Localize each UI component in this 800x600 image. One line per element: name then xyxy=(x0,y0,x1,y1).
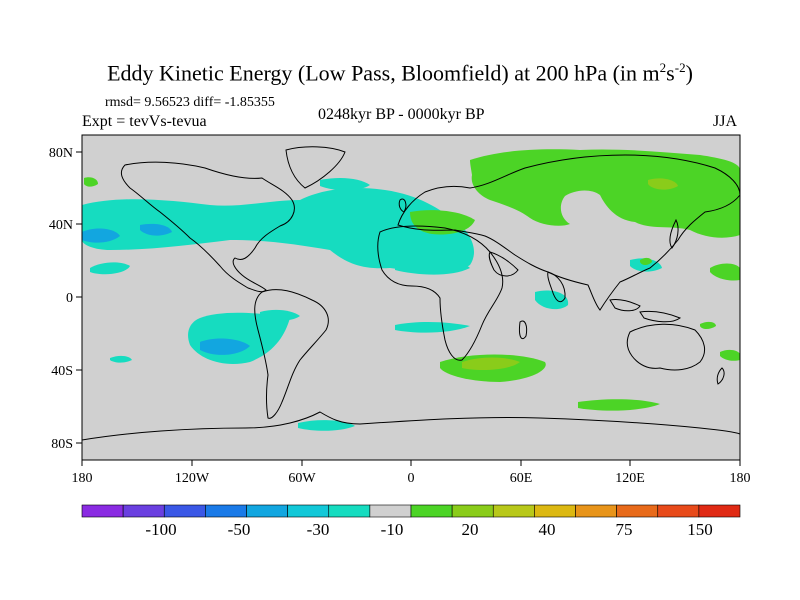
lat-label-80n: 80N xyxy=(49,146,73,161)
map-plot xyxy=(82,135,740,460)
lon-label-60e: 60E xyxy=(510,471,533,486)
colorbar-swatch xyxy=(287,504,330,518)
latitude-labels: 80N 40N 0 40S 80S xyxy=(49,146,73,452)
colorbar-swatch xyxy=(534,504,576,518)
colorbar-label: 150 xyxy=(687,520,713,539)
lat-label-80s: 80S xyxy=(51,437,73,452)
colorbar-swatch xyxy=(328,504,371,518)
colorbar-swatch xyxy=(410,504,453,518)
colorbar-label: 75 xyxy=(616,520,633,539)
experiment-label: Expt = tevVs-tevua xyxy=(82,113,207,130)
lat-label-40s: 40S xyxy=(51,364,73,379)
colorbar-label: 40 xyxy=(539,520,556,539)
colorbar-swatch xyxy=(369,504,412,518)
colorbar-swatch xyxy=(205,504,247,518)
chart-title: Eddy Kinetic Energy (Low Pass, Bloomfiel… xyxy=(107,60,693,86)
lon-label-60w: 60W xyxy=(288,471,316,486)
longitude-labels: 180 120W 60W 0 60E 120E 180 xyxy=(72,471,751,486)
colorbar-swatch xyxy=(163,504,206,518)
colorbar-swatch xyxy=(451,504,494,518)
colorbar-swatch xyxy=(575,504,617,518)
lon-label-0: 0 xyxy=(408,471,415,486)
colorbar-swatch xyxy=(616,504,659,518)
colorbar-labels: -100 -50 -30 -10 20 40 75 150 xyxy=(145,520,712,539)
colorbar-label: -10 xyxy=(381,520,404,539)
season-label: JJA xyxy=(713,113,738,130)
lat-label-40n: 40N xyxy=(49,218,73,233)
colorbar-label: 20 xyxy=(462,520,479,539)
colorbar-swatch xyxy=(246,504,288,518)
colorbar-swatch xyxy=(492,504,535,518)
colorbar-label: -30 xyxy=(307,520,330,539)
lon-label-180w: 180 xyxy=(72,471,93,486)
lon-label-120w: 120W xyxy=(175,471,210,486)
colorbar-swatch xyxy=(81,504,124,518)
lat-label-0: 0 xyxy=(66,291,73,306)
stats-text: rmsd= 9.56523 diff= -1.85355 xyxy=(105,95,275,110)
coastlines xyxy=(82,146,740,460)
colorbar-label: -50 xyxy=(228,520,251,539)
colorbar-swatch xyxy=(698,504,741,518)
colorbar-swatch xyxy=(122,504,165,518)
colorbar-label: -100 xyxy=(145,520,176,539)
period-label: 0248kyr BP - 0000kyr BP xyxy=(318,106,485,123)
lon-label-180e: 180 xyxy=(730,471,751,486)
axis-ticks xyxy=(76,151,741,466)
colorbar xyxy=(81,504,741,518)
colorbar-swatch xyxy=(657,504,700,518)
lon-label-120e: 120E xyxy=(615,471,645,486)
strong-negative-cores xyxy=(82,223,250,355)
strong-positive-cores xyxy=(462,178,678,370)
